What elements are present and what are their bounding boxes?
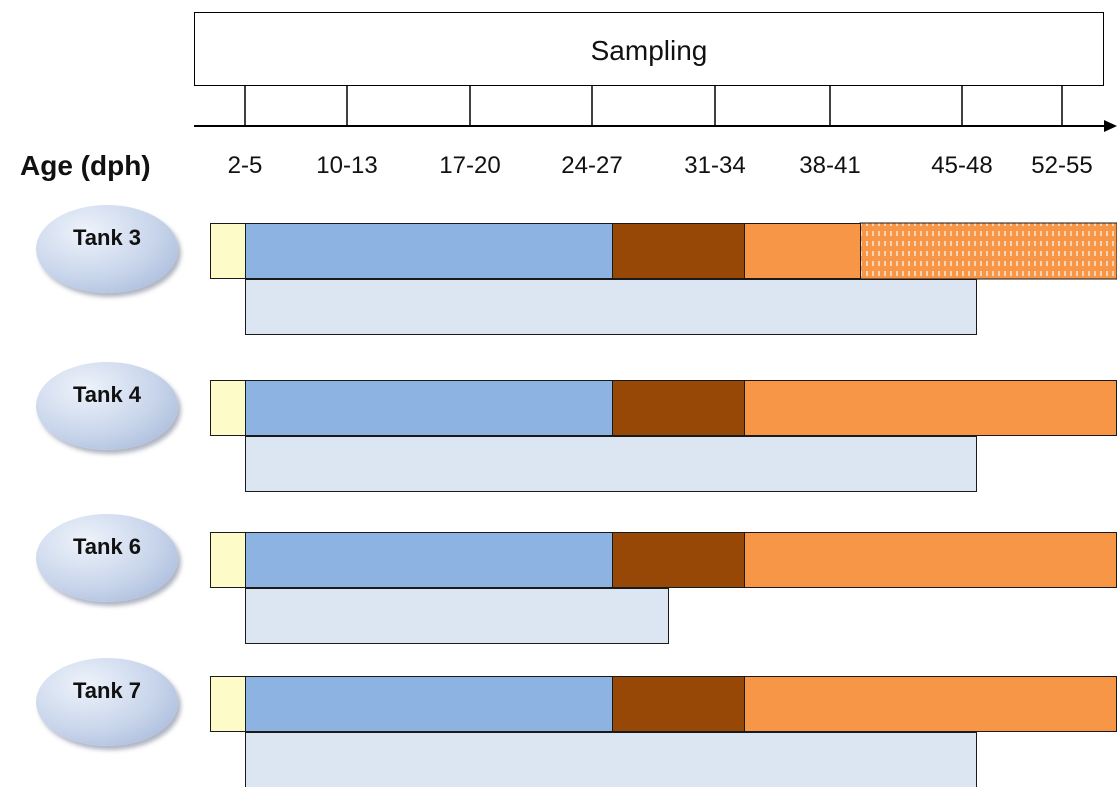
stage-segment-orange [744, 223, 861, 279]
stage-segment-cream [210, 532, 246, 588]
stage-segment-brown [612, 380, 745, 436]
stage-segment-brown [612, 532, 745, 588]
age-tick-label: 52-55 [1031, 152, 1093, 179]
age-tick-label: 31-34 [684, 152, 746, 179]
time-axis-arrowhead [1104, 120, 1117, 132]
stage-segment-light-blue [245, 532, 613, 588]
stage-segment-brown [612, 223, 745, 279]
age-axis-label: Age (dph) [20, 150, 151, 181]
sampling-box: Sampling [194, 12, 1104, 86]
lower-feeding-bar [245, 436, 977, 492]
age-tick-label: 45-48 [931, 152, 993, 179]
stage-segment-light-blue [245, 380, 613, 436]
tank-oval: Tank 3 [36, 205, 178, 293]
lower-feeding-bar [245, 588, 669, 644]
stage-segment-orange [744, 676, 1117, 732]
stage-segment-light-blue [245, 676, 613, 732]
lower-feeding-bar [245, 732, 977, 787]
stage-segment-cream [210, 380, 246, 436]
stage-segment-hatched-orange [859, 222, 1117, 280]
age-tick-label: 17-20 [439, 152, 501, 179]
age-tick-label: 38-41 [799, 152, 861, 179]
tank-oval: Tank 4 [36, 362, 178, 450]
lower-feeding-bar [245, 279, 977, 335]
tank-label: Tank 3 [72, 225, 142, 250]
age-tick-label: 2-5 [227, 152, 263, 179]
tank-label: Tank 6 [72, 534, 142, 559]
stage-segment-orange [744, 380, 1117, 436]
sampling-title: Sampling [590, 35, 708, 66]
tank-label: Tank 7 [72, 678, 142, 703]
tank-oval: Tank 7 [36, 658, 178, 746]
stage-segment-light-blue [245, 223, 613, 279]
stage-segment-cream [210, 676, 246, 732]
age-tick-label: 24-27 [561, 152, 623, 179]
tank-oval: Tank 6 [36, 514, 178, 602]
stage-segment-cream [210, 223, 246, 279]
age-tick-label: 10-13 [316, 152, 378, 179]
tank-label: Tank 4 [72, 382, 142, 407]
stage-segment-orange [744, 532, 1117, 588]
stage-segment-brown [612, 676, 745, 732]
